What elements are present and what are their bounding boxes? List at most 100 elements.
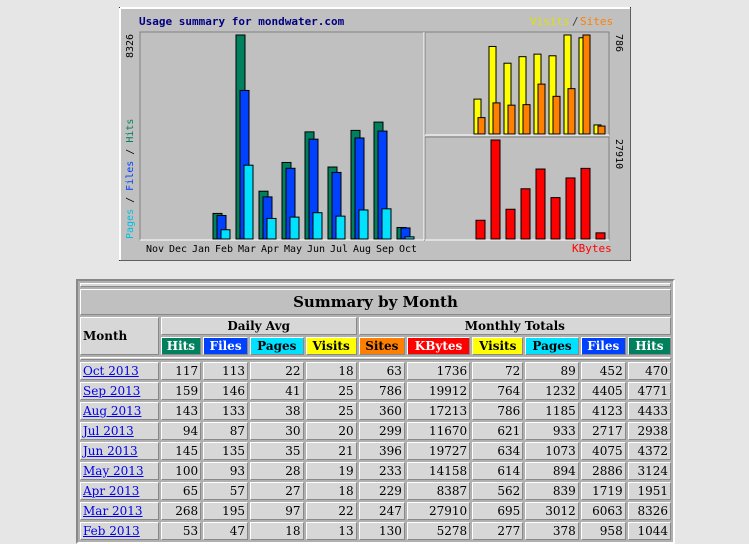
cell-visits: 634	[472, 442, 524, 460]
cell-files: 4123	[580, 402, 626, 420]
month-link[interactable]: Sep 2013	[83, 384, 141, 398]
bar-kbytes-mar	[490, 139, 501, 240]
cell-visits: 786	[472, 402, 524, 420]
table-row: Mar 2013 268 195 97 22 247 27910 695 3012 6063 832…	[80, 502, 671, 520]
cell-files: 2717	[580, 422, 626, 440]
cell-kbytes: 19912	[406, 382, 471, 400]
table-row: May 2013 100 93 28 19 233 14158 614 894 2886 3124	[80, 462, 671, 480]
table-row: Jul 2013 94 87 30 20 299 11670 621 933 2717 2938	[80, 422, 671, 440]
cell-files: 6063	[580, 502, 626, 520]
cell-kbytes: 5278	[406, 522, 471, 540]
kbytes-label: KBytes	[572, 242, 612, 255]
cell-d-files: 135	[203, 442, 249, 460]
cell-sites: 63	[358, 362, 405, 380]
cell-files: 4075	[580, 442, 626, 460]
cell-pages: 894	[525, 462, 579, 480]
cell-d-hits: 100	[160, 462, 202, 480]
x-tick-oct: Oct	[399, 244, 417, 255]
month-link[interactable]: Jun 2013	[83, 444, 138, 458]
month-cell: Aug 2013	[80, 402, 159, 420]
chart-marks: Nov Dec Jan Feb Mar Apr May Jun Jul Aug Sep Oct	[146, 34, 606, 255]
month-cell: May 2013	[80, 462, 159, 480]
table-row: Apr 2013 65 57 27 18 229 8387 562 839 1719 1951	[80, 482, 671, 500]
month-cell: Apr 2013	[80, 482, 159, 500]
month-link[interactable]: May 2013	[83, 464, 144, 478]
total-col-sites: Sites	[358, 337, 405, 355]
cell-kbytes: 14158	[406, 462, 471, 480]
cell-kbytes: 17213	[406, 402, 471, 420]
x-tick-aug: Aug	[353, 244, 371, 255]
cell-sites: 247	[358, 502, 405, 520]
bar-pages-aug	[358, 209, 369, 240]
bar-pages-oct	[404, 236, 415, 240]
month-cell: Jul 2013	[80, 422, 159, 440]
month-link[interactable]: Apr 2013	[83, 484, 140, 498]
daily-col-visits: Visits	[305, 337, 357, 355]
x-tick-jul: Jul	[330, 244, 348, 255]
cell-hits: 3124	[627, 462, 671, 480]
cell-visits: 614	[472, 462, 524, 480]
bar-kbytes-feb	[475, 219, 486, 240]
cell-sites: 233	[358, 462, 405, 480]
legend-sites: Sites	[580, 15, 613, 28]
month-link[interactable]: Mar 2013	[83, 504, 143, 518]
cell-pages: 89	[525, 362, 579, 380]
cell-files: 2886	[580, 462, 626, 480]
chart-title: Usage summary for mondwater.com	[139, 15, 345, 28]
month-cell: Jun 2013	[80, 442, 159, 460]
bar-kbytes-may	[520, 188, 531, 240]
summary-table-container: Summary by Month Month Daily Avg Monthly…	[76, 279, 675, 544]
cell-hits: 4372	[627, 442, 671, 460]
cell-files: 958	[580, 522, 626, 540]
month-cell: Sep 2013	[80, 382, 159, 400]
cell-d-files: 93	[203, 462, 249, 480]
daily-avg-header: Daily Avg	[160, 317, 357, 335]
cell-hits: 1951	[627, 482, 671, 500]
total-col-hits: Hits	[627, 337, 671, 355]
cell-d-files: 195	[203, 502, 249, 520]
month-link[interactable]: Aug 2013	[83, 404, 142, 418]
cell-visits: 562	[472, 482, 524, 500]
cell-d-visits: 18	[305, 362, 357, 380]
bar-sites-sep	[582, 34, 591, 135]
cell-d-hits: 159	[160, 382, 202, 400]
month-link[interactable]: Oct 2013	[83, 364, 139, 378]
cell-pages: 839	[525, 482, 579, 500]
usage-chart: Usage summary for mondwater.com Visits /…	[118, 6, 632, 262]
cell-d-pages: 41	[250, 382, 304, 400]
daily-col-files: Files	[203, 337, 249, 355]
cell-kbytes: 27910	[406, 502, 471, 520]
x-tick-apr: Apr	[261, 244, 279, 255]
x-tick-mar: Mar	[238, 244, 256, 255]
cell-d-pages: 18	[250, 522, 304, 540]
bar-kbytes-oct	[595, 232, 606, 240]
table-title: Summary by Month	[80, 289, 671, 315]
bar-pages-mar	[243, 164, 254, 240]
bar-pages-sep	[381, 208, 392, 240]
month-link[interactable]: Jul 2013	[83, 424, 134, 438]
bar-kbytes-apr	[505, 208, 516, 240]
cell-visits: 277	[472, 522, 524, 540]
kbytes-plot-area	[424, 136, 610, 241]
left-axis-label: Pages / Files / Hits	[125, 119, 136, 239]
month-link[interactable]: Feb 2013	[83, 524, 140, 538]
bar-sites-jun	[537, 83, 546, 135]
x-tick-dec: Dec	[169, 244, 187, 255]
cell-d-pages: 22	[250, 362, 304, 380]
cell-files: 452	[580, 362, 626, 380]
cell-d-pages: 27	[250, 482, 304, 500]
summary-by-month-table: Summary by Month Month Daily Avg Monthly…	[78, 281, 673, 542]
cell-d-pages: 97	[250, 502, 304, 520]
x-tick-jan: Jan	[192, 244, 210, 255]
cell-sites: 299	[358, 422, 405, 440]
cell-d-hits: 53	[160, 522, 202, 540]
table-row: Aug 2013 143 133 38 25 360 17213 786 1185 4123 443…	[80, 402, 671, 420]
bar-kbytes-sep	[580, 167, 591, 240]
cell-visits: 72	[472, 362, 524, 380]
right-bottom-axis-max-label: 27910	[613, 139, 624, 169]
cell-sites: 130	[358, 522, 405, 540]
right-top-axis-max-label: 786	[613, 34, 624, 52]
cell-d-visits: 25	[305, 382, 357, 400]
bar-sites-oct	[597, 125, 606, 135]
legend-slash: /	[572, 15, 579, 28]
